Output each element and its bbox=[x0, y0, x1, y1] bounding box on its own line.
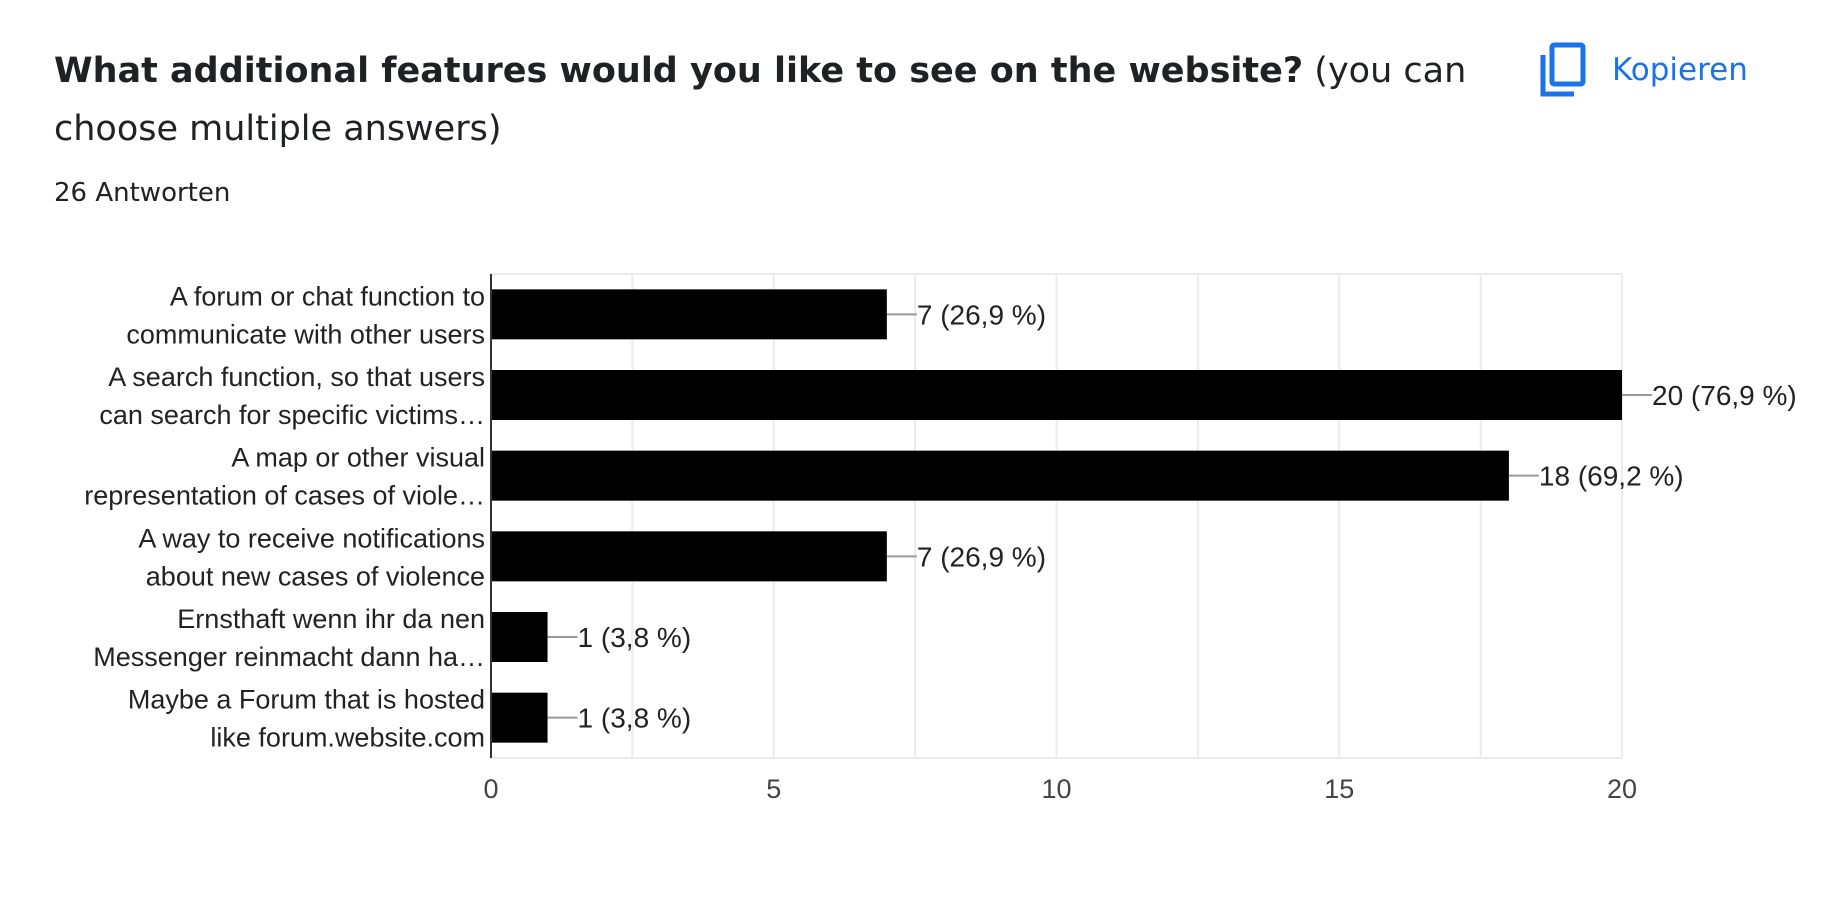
data-label: 7 (26,9 %) bbox=[917, 299, 1046, 330]
category-label: A map or other visual bbox=[231, 443, 485, 473]
category-label: about new cases of violence bbox=[146, 561, 485, 591]
bar[interactable] bbox=[491, 450, 1509, 501]
bars bbox=[491, 289, 1622, 743]
category-label: representation of cases of viole… bbox=[84, 481, 485, 511]
data-label: 1 (3,8 %) bbox=[578, 622, 692, 653]
response-count: 26 Antworten bbox=[54, 178, 231, 208]
copy-icon bbox=[1540, 42, 1586, 97]
data-label: 20 (76,9 %) bbox=[1652, 380, 1797, 411]
question-title-note: (you can choose multiple answers) bbox=[54, 51, 1467, 149]
x-tick-label: 20 bbox=[1607, 774, 1637, 804]
question-title: What additional features would you like … bbox=[54, 42, 1494, 158]
question-title-main: What additional features would you like … bbox=[54, 51, 1304, 91]
bar[interactable] bbox=[491, 612, 548, 662]
category-label: can search for specific victims… bbox=[99, 400, 485, 430]
category-label: A forum or chat function to bbox=[170, 281, 485, 311]
category-label: Ernsthaft wenn ihr da nen bbox=[177, 604, 485, 634]
grid-lines bbox=[491, 273, 1623, 759]
category-label: A way to receive notifications bbox=[138, 523, 485, 553]
bar[interactable] bbox=[491, 370, 1622, 420]
bar[interactable] bbox=[491, 692, 548, 743]
category-label: Messenger reinmacht dann ha… bbox=[93, 642, 485, 672]
data-label: 1 (3,8 %) bbox=[578, 703, 692, 734]
data-label: 18 (69,2 %) bbox=[1539, 461, 1684, 492]
category-label: Maybe a Forum that is hosted bbox=[128, 685, 485, 715]
bar[interactable] bbox=[491, 289, 887, 340]
category-label: like forum.website.com bbox=[210, 723, 485, 753]
x-tick-label: 5 bbox=[766, 774, 781, 804]
labels: 7 (26,9 %) A forum or chat function to com… bbox=[84, 281, 1796, 752]
axes: 0 5 10 15 20 bbox=[483, 274, 1637, 804]
category-label: A search function, so that users bbox=[108, 362, 485, 392]
bar[interactable] bbox=[491, 531, 887, 582]
category-label: communicate with other users bbox=[126, 319, 485, 349]
x-tick-label: 10 bbox=[1041, 774, 1071, 804]
x-tick-label: 15 bbox=[1324, 774, 1354, 804]
x-tick-label: 0 bbox=[483, 774, 498, 804]
copy-button[interactable]: Kopieren bbox=[1538, 40, 1748, 100]
copy-button-label: Kopieren bbox=[1612, 52, 1748, 88]
data-label: 7 (26,9 %) bbox=[917, 541, 1046, 572]
